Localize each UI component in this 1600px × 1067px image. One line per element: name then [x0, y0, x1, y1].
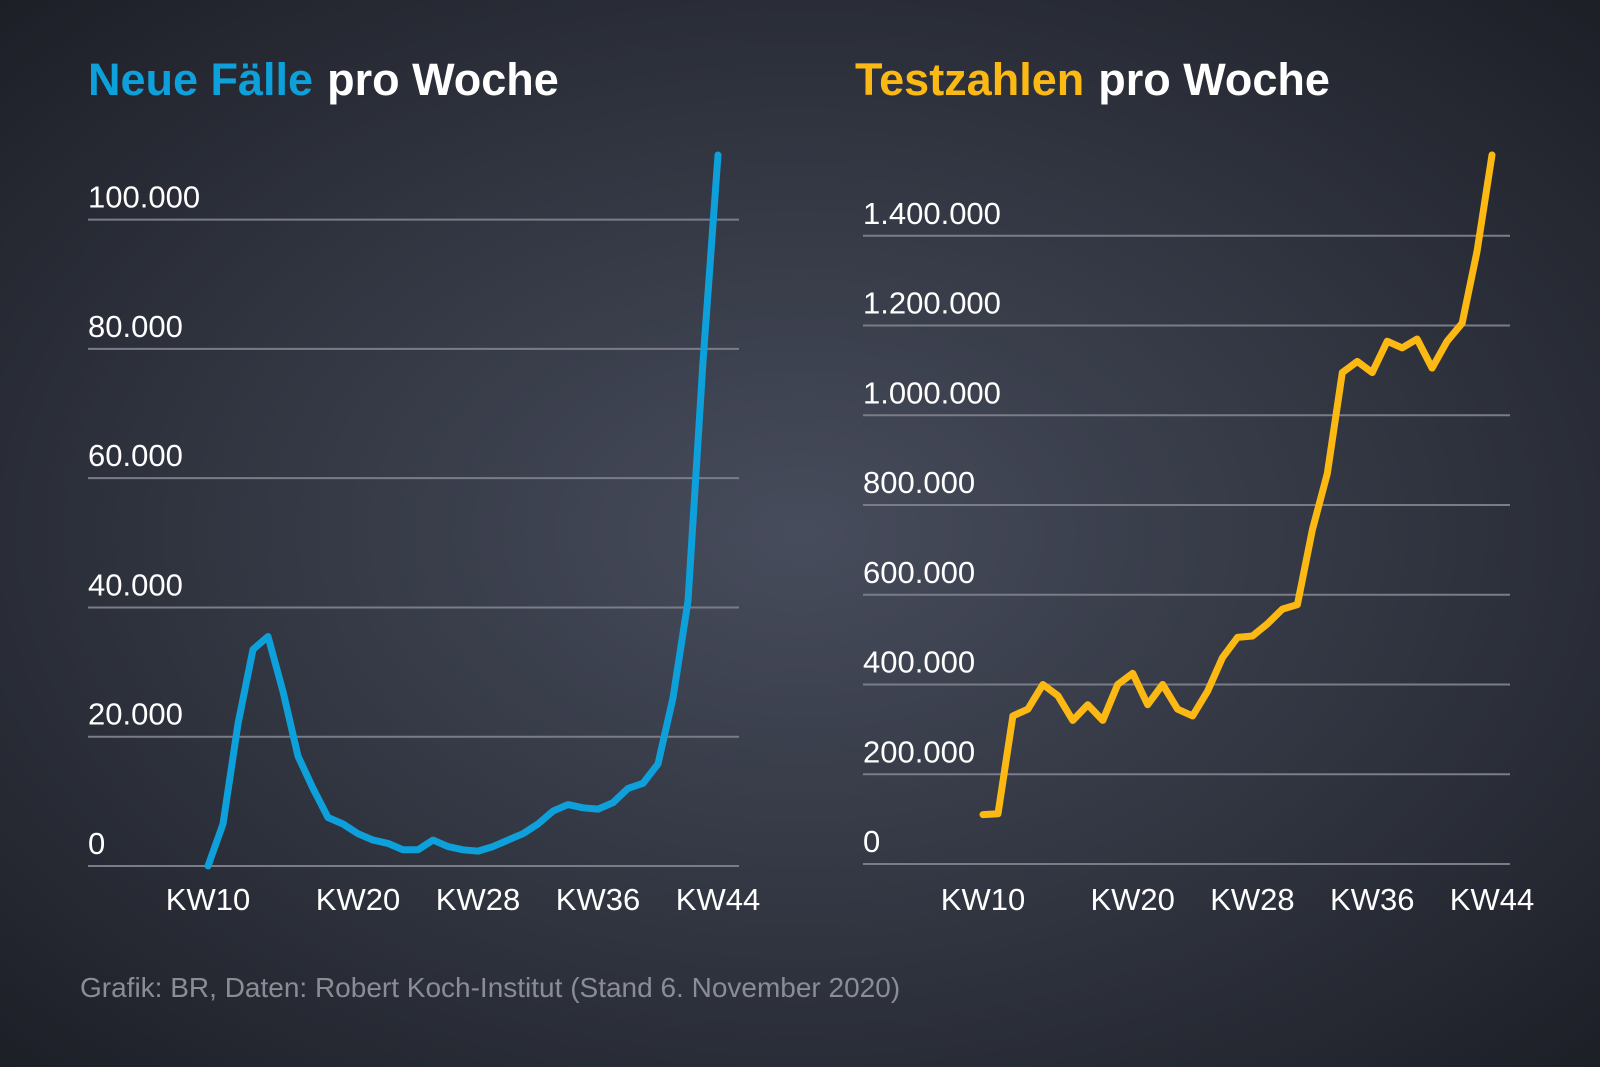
source-note: Grafik: BR, Daten: Robert Koch-Institut … [80, 972, 900, 1003]
x-tick-label: KW10 [941, 882, 1025, 917]
x-tick-label: KW36 [556, 882, 640, 917]
y-tick-label: 0 [863, 824, 880, 859]
x-tick-label: KW44 [1450, 882, 1534, 917]
x-tick-label: KW20 [316, 882, 400, 917]
y-tick-label: 0 [88, 826, 105, 861]
y-tick-label: 200.000 [863, 734, 975, 769]
y-tick-label: 400.000 [863, 645, 975, 680]
title-highlight: Neue Fälle [88, 54, 313, 105]
title-rest: pro Woche [327, 54, 559, 105]
x-tick-label: KW28 [1210, 882, 1294, 917]
chart-title: Neue Fälle pro Woche [88, 54, 559, 105]
y-tick-label: 600.000 [863, 555, 975, 590]
chart-title: Testzahlen pro Woche [855, 54, 1330, 105]
x-tick-label: KW10 [166, 882, 250, 917]
x-tick-label: KW28 [436, 882, 520, 917]
y-tick-label: 80.000 [88, 309, 183, 344]
y-tick-label: 60.000 [88, 438, 183, 473]
y-tick-label: 20.000 [88, 697, 183, 732]
x-tick-label: KW44 [676, 882, 760, 917]
y-tick-label: 100.000 [88, 180, 200, 215]
y-tick-label: 1.000.000 [863, 375, 1001, 410]
y-tick-label: 1.400.000 [863, 196, 1001, 231]
data-line [204, 151, 722, 870]
x-tick-label: KW20 [1090, 882, 1174, 917]
data-line [979, 151, 1496, 819]
x-tick-label: KW36 [1330, 882, 1414, 917]
title-rest: pro Woche [1098, 54, 1330, 105]
y-tick-label: 1.200.000 [863, 286, 1001, 321]
y-tick-label: 40.000 [88, 567, 183, 602]
y-tick-label: 800.000 [863, 465, 975, 500]
title-highlight: Testzahlen [855, 54, 1084, 105]
